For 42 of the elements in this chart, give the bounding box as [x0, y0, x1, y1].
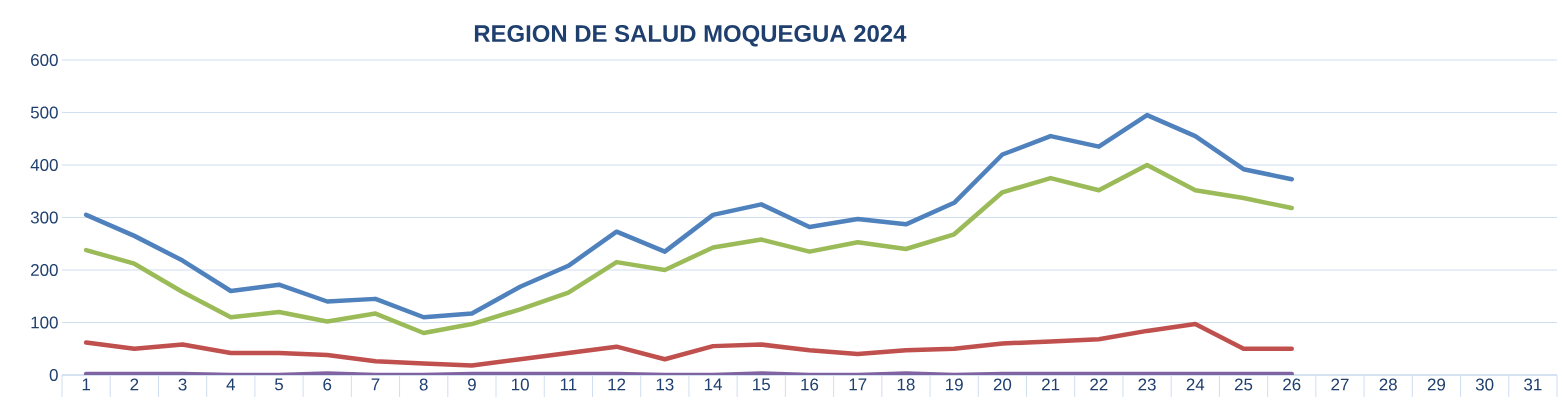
y-tick-label: 100 — [31, 316, 58, 329]
x-tick-label: 27 — [1331, 378, 1349, 391]
x-tick-label: 7 — [371, 378, 380, 391]
x-tick-label: 4 — [226, 378, 235, 391]
x-tick-label: 2 — [130, 378, 139, 391]
x-tick-label: 1 — [82, 378, 90, 391]
x-tick-label: 15 — [753, 378, 770, 391]
y-tick-label: 0 — [49, 369, 58, 381]
x-tick-label: 18 — [897, 378, 915, 391]
x-tick-label: 25 — [1234, 378, 1253, 391]
x-tick-label: 10 — [512, 378, 529, 391]
y-tick-label: 500 — [30, 106, 58, 119]
line-series — [83, 112, 1294, 320]
x-tick-label: 8 — [419, 378, 428, 391]
x-tick-label: 5 — [274, 378, 284, 391]
x-tick-label: 31 — [1524, 378, 1542, 391]
x-tick-label: 28 — [1379, 378, 1397, 391]
x-tick-label: 9 — [468, 378, 476, 391]
x-tick-label: 23 — [1138, 378, 1156, 391]
x-tick-label: 29 — [1427, 378, 1446, 391]
y-tick-label: 600 — [31, 54, 58, 66]
x-tick-label: 22 — [1090, 378, 1108, 391]
x-tick-label: 20 — [993, 378, 1012, 391]
x-tick-label: 11 — [560, 378, 577, 391]
line-series — [83, 162, 1294, 336]
x-tick-label: 30 — [1475, 378, 1494, 391]
x-tick-label: 17 — [849, 378, 867, 391]
y-tick-label: 300 — [30, 211, 58, 224]
x-tick-label: 16 — [801, 378, 819, 391]
x-tick-label: 14 — [704, 378, 722, 391]
chart-title: REGION DE SALUD MOQUEGUA 2024 — [474, 25, 907, 47]
x-tick-label: 6 — [323, 378, 332, 391]
y-tick-label: 400 — [30, 159, 58, 171]
x-tick-label: 21 — [1042, 378, 1060, 391]
x-tick-label: 13 — [656, 378, 674, 391]
x-tick-label: 3 — [178, 378, 187, 391]
x-tick-label: 12 — [608, 378, 626, 391]
y-tick-label: 200 — [31, 264, 58, 276]
x-tick-label: 19 — [946, 378, 963, 391]
line-series — [83, 321, 1294, 368]
x-tick-label: 26 — [1283, 378, 1301, 391]
x-tick-label: 24 — [1186, 378, 1205, 391]
